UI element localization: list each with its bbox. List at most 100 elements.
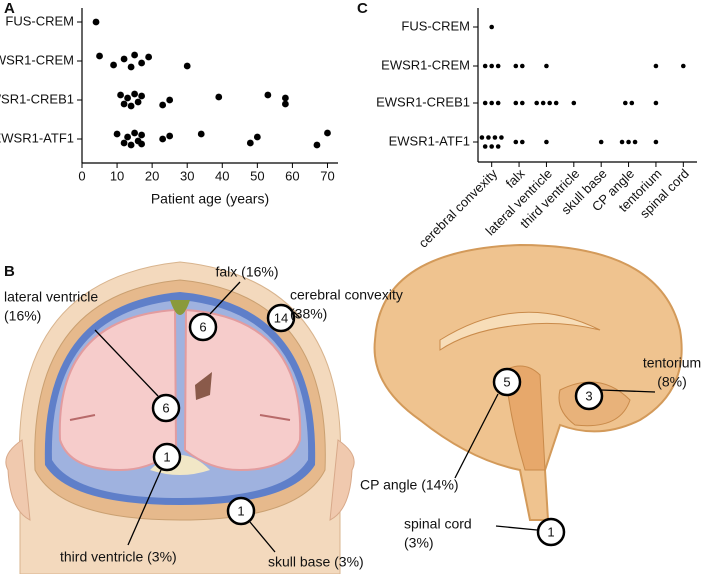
data-point	[145, 53, 153, 61]
data-dot	[520, 100, 525, 106]
region-label: spinal cord	[404, 516, 472, 532]
y-tick-label: FUS-CREM	[5, 13, 74, 28]
data-dot	[626, 139, 631, 145]
coronal-illustration	[5, 261, 355, 574]
data-point	[138, 92, 146, 100]
data-point	[138, 131, 146, 139]
data-point	[131, 129, 139, 137]
count-badge	[152, 442, 182, 472]
region-label: skull base (3%)	[268, 554, 364, 570]
data-dot	[681, 63, 686, 69]
data-dot	[619, 139, 625, 145]
leader-line	[127, 469, 162, 546]
y-tick-label: EWSR1-CREM	[381, 57, 470, 72]
data-point	[120, 55, 128, 63]
data-dot	[653, 63, 659, 69]
data-dot	[598, 139, 604, 145]
data-dot	[544, 139, 549, 145]
x-tick-label: 40	[215, 168, 229, 183]
data-point	[138, 59, 146, 67]
region-label: falx (16%)	[215, 264, 278, 280]
count-label: 14	[274, 310, 288, 325]
data-point	[124, 133, 131, 141]
data-dot	[653, 139, 659, 145]
data-dot	[513, 100, 519, 106]
data-dot	[495, 63, 501, 69]
region-label: (8%)	[657, 374, 687, 390]
data-point	[124, 94, 131, 102]
panel-label: A	[4, 0, 15, 17]
x-tick-label: 10	[110, 168, 124, 183]
leader-line	[454, 393, 499, 479]
data-point	[127, 102, 135, 110]
data-dot	[540, 100, 546, 106]
region-label: (3%)	[404, 535, 434, 551]
data-dot	[547, 100, 552, 106]
data-dot	[520, 139, 525, 145]
x-tick-label: 20	[145, 168, 159, 183]
count-badge	[188, 312, 218, 342]
data-point	[313, 141, 321, 149]
count-badge	[151, 393, 181, 423]
x-tick-label: 30	[180, 168, 194, 183]
y-tick-label: EWSR1-CREB1	[376, 94, 470, 109]
y-tick-label: EWSR1-ATF1	[0, 130, 74, 145]
leader-line	[293, 311, 301, 319]
count-badge	[536, 517, 566, 547]
leader-line	[94, 329, 159, 397]
data-point	[246, 139, 254, 147]
data-point	[159, 135, 167, 143]
data-point	[281, 94, 289, 102]
data-point	[127, 141, 135, 149]
x-axis-title: Patient age (years)	[151, 191, 269, 207]
x-tick-label: 60	[285, 168, 299, 183]
count-badge	[226, 496, 256, 526]
region-label: (16%)	[4, 308, 41, 324]
data-dot	[495, 100, 501, 106]
data-dot	[632, 139, 638, 145]
region-label: (38%)	[290, 306, 327, 322]
data-dot	[629, 100, 635, 106]
leader-line	[209, 281, 241, 315]
data-dot	[489, 63, 494, 69]
y-tick-label: EWSR1-CREM	[0, 52, 74, 67]
panel-label: B	[4, 263, 15, 280]
data-dot	[482, 63, 488, 69]
count-label: 1	[237, 503, 244, 518]
region-label: tentorium	[643, 355, 701, 371]
data-dot	[571, 100, 577, 106]
data-point	[197, 130, 205, 138]
data-dot	[495, 144, 501, 149]
x-tick-label: cerebral convexity	[416, 166, 501, 251]
data-dot	[653, 100, 659, 106]
data-point	[253, 133, 261, 141]
data-point	[138, 140, 146, 148]
count-label: 1	[547, 524, 554, 539]
leader-line	[600, 389, 656, 393]
count-label: 3	[585, 388, 592, 403]
count-badge	[492, 367, 522, 397]
x-tick-label: 50	[250, 168, 264, 183]
data-point	[127, 63, 135, 71]
data-dot	[492, 135, 498, 140]
count-label: 1	[163, 449, 170, 464]
data-point	[110, 61, 117, 69]
y-tick-label: FUS-CREM	[401, 18, 470, 33]
y-tick-label: EWSR1-ATF1	[389, 133, 470, 148]
data-point	[324, 129, 331, 137]
count-label: 6	[162, 400, 169, 415]
data-point	[131, 90, 139, 98]
count-label: 5	[503, 374, 510, 389]
count-badge	[266, 303, 296, 333]
leader-line	[495, 525, 538, 531]
data-point	[117, 91, 124, 99]
data-point	[166, 96, 174, 104]
data-dot	[623, 100, 628, 106]
data-point	[131, 51, 139, 59]
data-point	[120, 100, 128, 108]
data-dot	[486, 135, 491, 140]
data-point	[96, 52, 103, 60]
data-dot	[482, 144, 488, 149]
